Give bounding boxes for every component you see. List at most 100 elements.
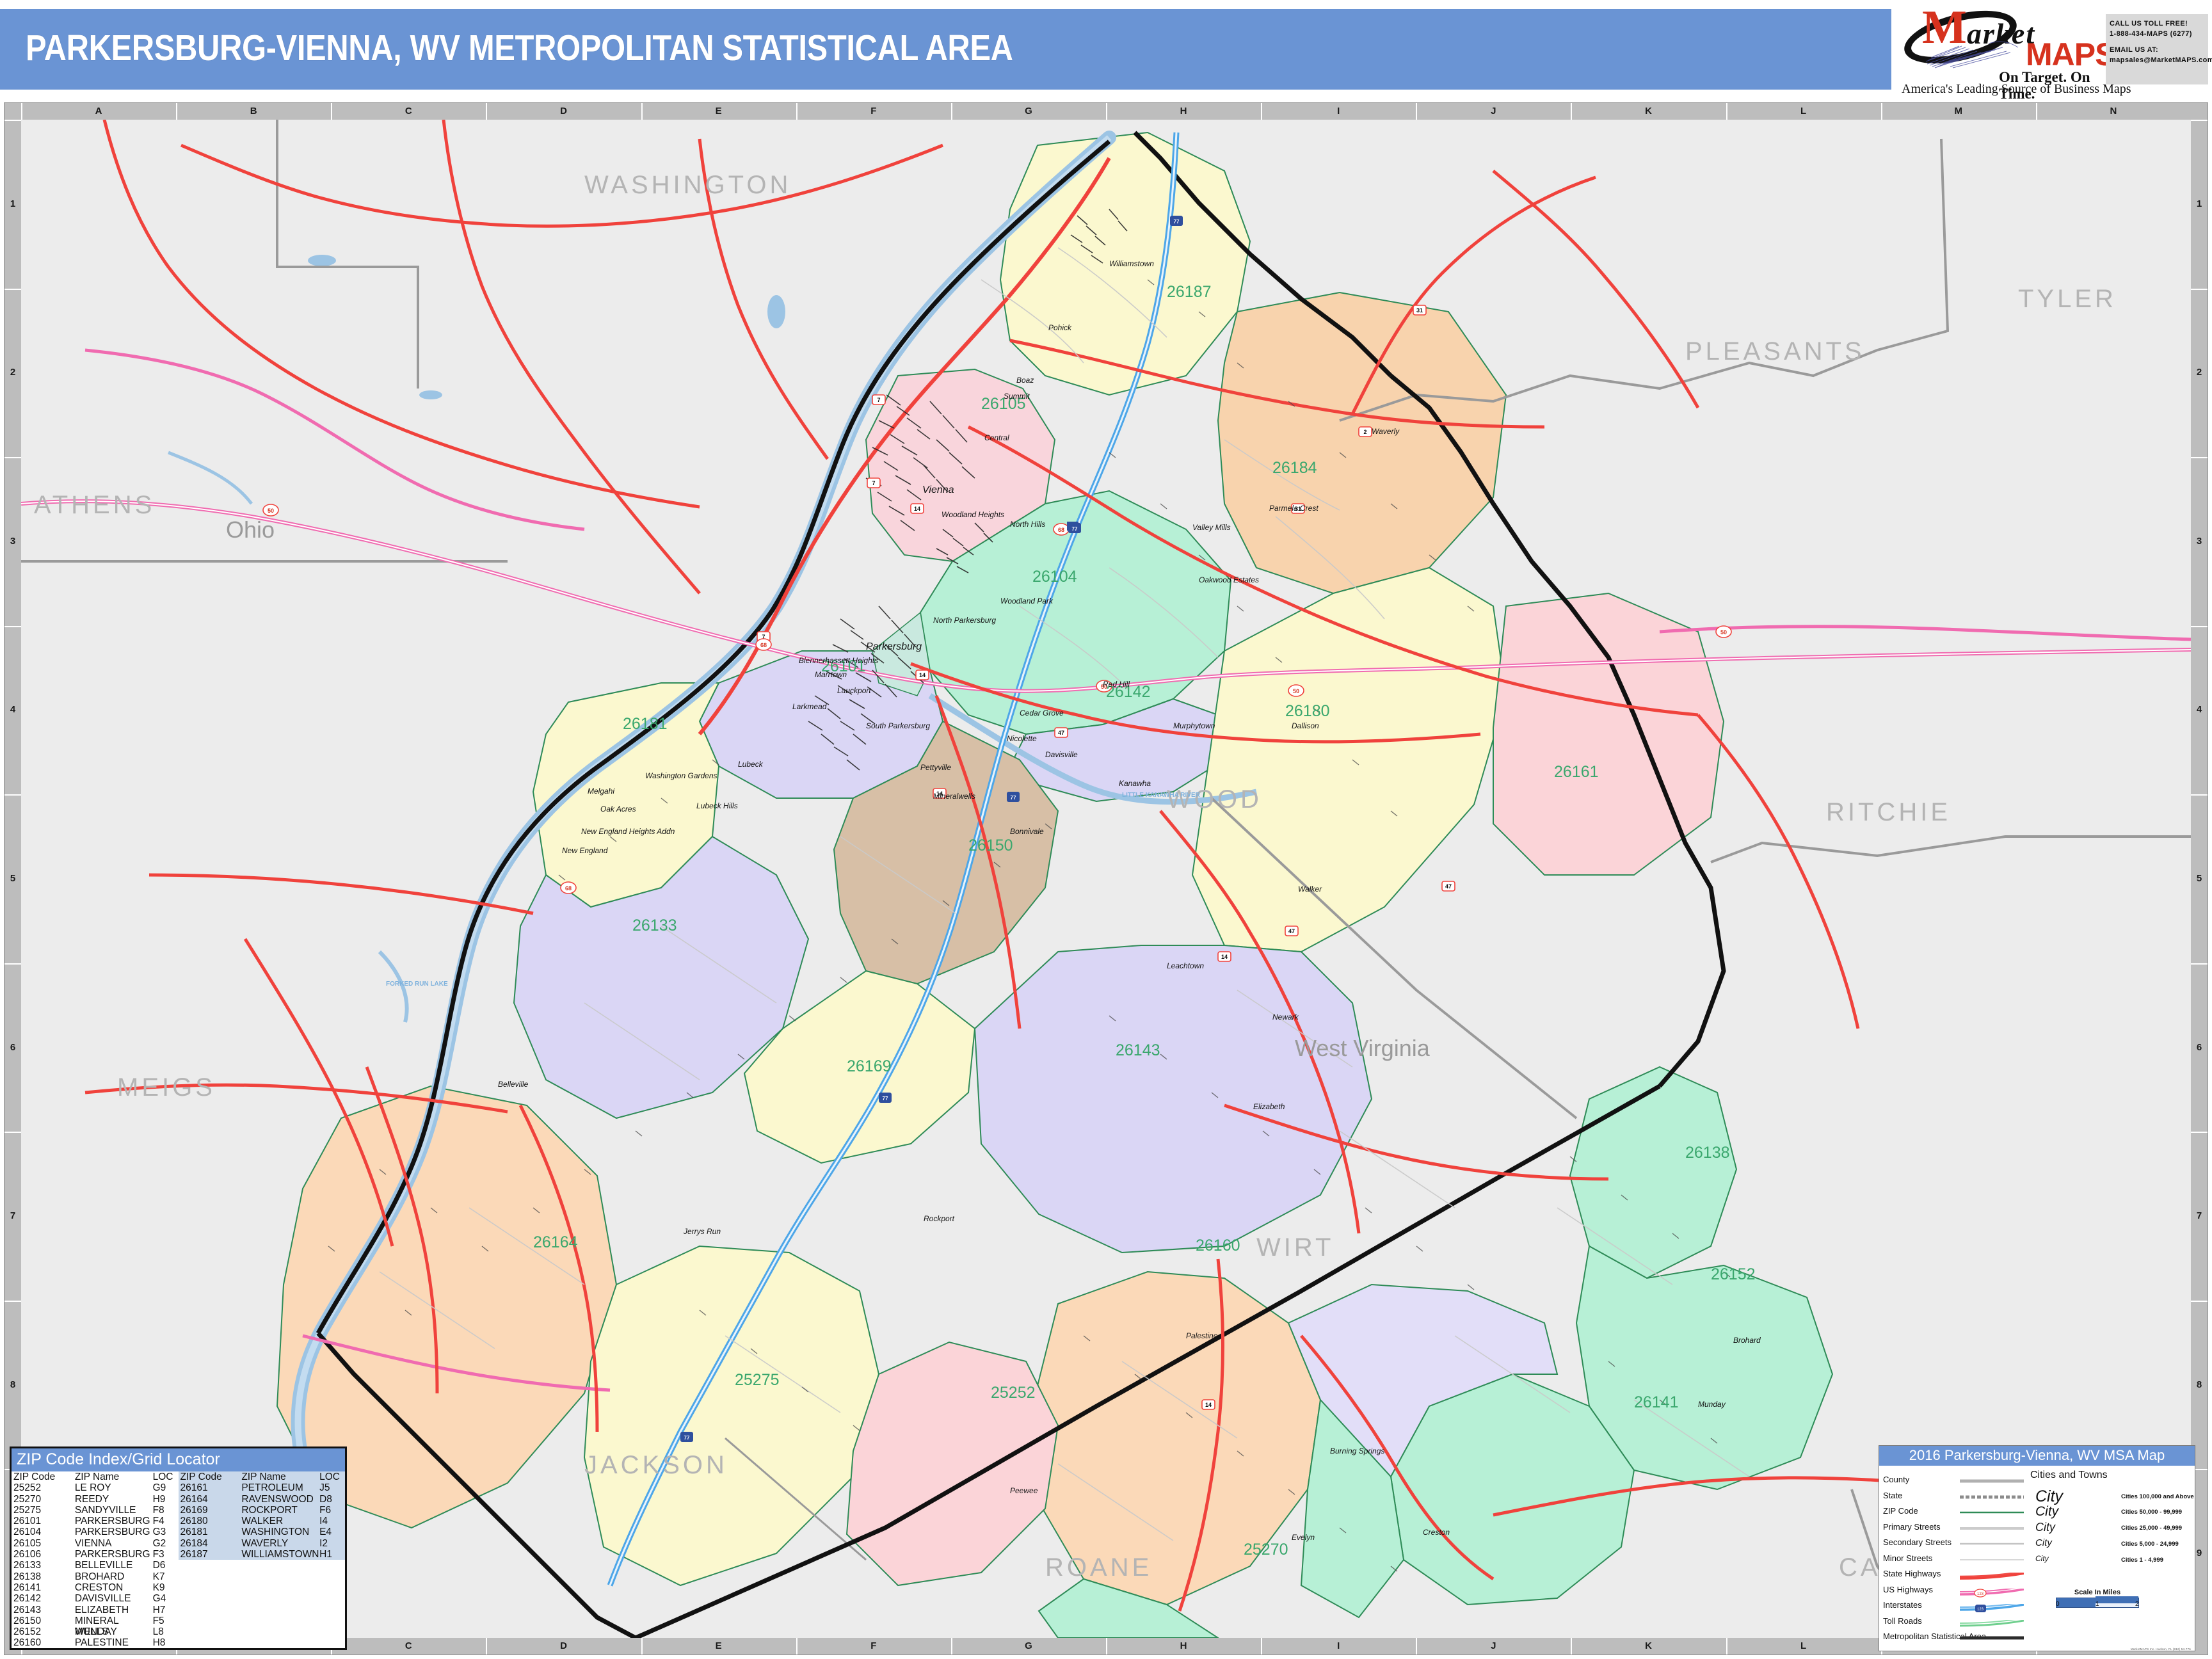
phone-number: 1-888-434-MAPS (6277) [2110, 29, 2192, 38]
zip-index-row[interactable]: 26106 PARKERSBURG F3 [12, 1549, 179, 1560]
grid-tick [4, 1132, 21, 1134]
zip-index-row[interactable]: 25270 REEDY H9 [12, 1494, 179, 1505]
svg-text:31: 31 [1295, 506, 1301, 512]
svg-text:77: 77 [684, 1435, 690, 1441]
zip-index-row[interactable]: 26142 DAVISVILLE G4 [12, 1593, 179, 1604]
grid-col-J: J [1491, 1640, 1496, 1651]
grid-row-6: 6 [2196, 1041, 2202, 1053]
zip-index-panel[interactable]: ZIP Code Index/Grid Locator ZIP Code ZIP … [10, 1447, 347, 1650]
zip-index-row[interactable]: 26143 ELIZABETH H7 [12, 1605, 179, 1615]
grid-row-1: 1 [2196, 198, 2202, 209]
zip-header-code: ZIP Code [13, 1471, 56, 1482]
grid-tick [4, 288, 21, 290]
zip-loc-cell: D8 [319, 1493, 332, 1505]
zip-label-26160: 26160 [1196, 1237, 1240, 1254]
zip-index-row[interactable]: 26101 PARKERSBURG F4 [12, 1516, 179, 1527]
county-label-jackson: JACKSON [584, 1451, 728, 1479]
city-label-valley-mills: Valley Mills [1192, 523, 1231, 532]
legend-swatch-state [1960, 1495, 2024, 1508]
svg-text:68: 68 [1058, 527, 1064, 533]
grid-tick [2035, 103, 2037, 120]
grid-col-F: F [870, 1640, 877, 1651]
zip-loc-cell: K7 [152, 1571, 165, 1582]
zip-label-26180: 26180 [1285, 702, 1330, 720]
city-label-burning-springs: Burning Springs [1330, 1447, 1385, 1455]
zip-index-row[interactable]: 26105 VIENNA G2 [12, 1538, 179, 1549]
zip-loc-cell: H7 [152, 1604, 166, 1615]
legend-swatch-us-hwy: 123 [1959, 1585, 2024, 1602]
logo-subtitle: America's Leading Source of Business Map… [1902, 82, 2131, 96]
map-canvas[interactable]: 7 7 7 14 14 14 14 14 47 47 47 2 31 31 [21, 120, 2191, 1638]
city-label-elizabeth: Elizabeth [1253, 1102, 1285, 1111]
zip-index-row[interactable]: 26181 WASHINGTON E4 [178, 1527, 345, 1538]
zip-name-cell: WAVERLY [241, 1537, 289, 1549]
zip-loc-cell: G9 [152, 1482, 166, 1494]
zip-index-row[interactable]: 26138 BROHARD K7 [12, 1571, 179, 1582]
zip-index-row[interactable]: 26160 PALESTINE H8 [12, 1637, 179, 1648]
city-label-north-parkersburg: North Parkersburg [933, 616, 997, 625]
zip-code-cell: 26106 [13, 1549, 42, 1560]
grid-tick [2191, 1300, 2208, 1302]
scale-bar [2056, 1596, 2139, 1608]
legend-row-interstate: Interstates 123 [1883, 1599, 2030, 1612]
county-label-wood: WOOD [1167, 785, 1262, 813]
grid-tick [4, 120, 21, 121]
svg-text:7: 7 [872, 480, 875, 486]
county-label-ritchie: RITCHIE [1826, 798, 1951, 826]
zip-index-row[interactable]: 26184 WAVERLY I2 [178, 1537, 345, 1550]
zip-index-row[interactable]: 26180 WALKER I4 [178, 1516, 345, 1527]
county-label-pleasants: PLEASANTS [1685, 337, 1865, 365]
zip-loc-cell: I4 [319, 1516, 328, 1527]
city-label-leachtown: Leachtown [1167, 961, 1205, 970]
zip-index-row[interactable]: 25252 LE ROY G9 [12, 1482, 179, 1493]
svg-text:123: 123 [1977, 1608, 1984, 1612]
city-label-lubeck-hills: Lubeck Hills [696, 801, 738, 810]
zip-index-row[interactable]: 26133 BELLEVILLE D6 [12, 1560, 179, 1571]
grid-tick [2191, 625, 2208, 627]
zip-index-row[interactable]: 26164 RAVENSWOOD D8 [178, 1493, 345, 1505]
svg-text:77: 77 [1174, 219, 1180, 225]
zip-index-row[interactable]: 26169 ROCKPORT F6 [178, 1504, 345, 1516]
svg-text:14: 14 [1205, 1402, 1212, 1408]
legend-city-sample-3: City [2035, 1537, 2052, 1548]
legend-panel[interactable]: 2016 Parkersburg-Vienna, WV MSA Map Coun… [1879, 1445, 2195, 1651]
zip-header-name: ZIP Name [241, 1471, 286, 1482]
zip-code-cell: 26181 [180, 1527, 208, 1538]
zip-label-25252: 25252 [991, 1384, 1036, 1402]
city-label-parkersburg: Parkersburg [866, 641, 922, 652]
zip-code-cell: 26101 [13, 1516, 42, 1527]
grid-row-6: 6 [10, 1041, 16, 1053]
zip-index-row[interactable]: 26187 WILLIAMSTOWN H1 [178, 1549, 345, 1560]
grid-row-4: 4 [10, 704, 16, 716]
scale-tick-2: 2 [2135, 1601, 2139, 1608]
zip-code-cell: 25275 [13, 1504, 42, 1516]
grid-tick [331, 103, 333, 120]
legend-label-interstate: Interstates [1883, 1600, 1922, 1610]
zip-index-row[interactable]: 26141 CRESTON K9 [12, 1582, 179, 1593]
zip-index-row[interactable]: 26104 PARKERSBURG G3 [12, 1527, 179, 1537]
grid-col-I: I [1337, 106, 1340, 116]
grid-tick [1416, 1638, 1418, 1655]
city-label-boaz: Boaz [1016, 376, 1034, 385]
zip-index-row[interactable]: 26161 PETROLEUM J5 [178, 1482, 345, 1494]
legend-city-desc-4: Cities 1 - 4,999 [2121, 1557, 2164, 1564]
zip-index-row[interactable]: 26150 MINERAL WELLS F5 [12, 1615, 179, 1637]
zip-label-26150: 26150 [968, 837, 1013, 854]
svg-text:31: 31 [1416, 307, 1423, 314]
legend-label-secondary: Secondary Streets [1883, 1537, 1952, 1547]
city-label-lubeck: Lubeck [738, 760, 763, 769]
grid-row-5: 5 [2196, 873, 2202, 884]
city-label-parmela-crest: Parmela Crest [1269, 504, 1318, 513]
city-label-summit: Summit [1004, 392, 1030, 401]
grid-tick [2191, 120, 2208, 121]
grid-col-E: E [715, 1640, 722, 1651]
legend-swatch-county [1960, 1479, 2024, 1492]
zip-index-row[interactable]: 26152 MUNDAY L8 [12, 1626, 179, 1637]
svg-text:68: 68 [565, 885, 572, 892]
city-label-new-england-heights-addn: New England Heights Addn [581, 827, 675, 836]
legend-swatch-minor [1960, 1557, 2024, 1571]
zip-index-row[interactable]: 25275 SANDYVILLE F8 [12, 1505, 179, 1516]
county-label-tyler: TYLER [2018, 285, 2117, 313]
zip-loc-cell: F8 [152, 1504, 164, 1516]
